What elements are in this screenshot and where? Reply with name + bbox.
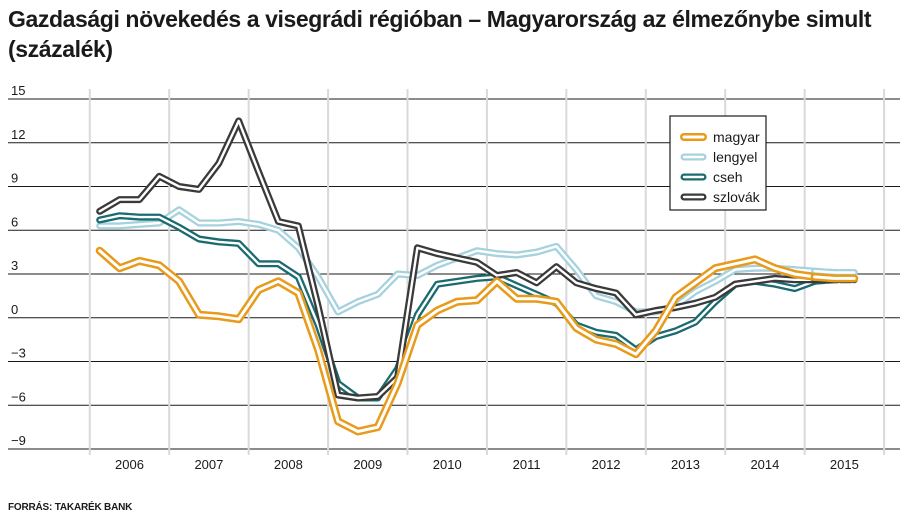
- series-line-inner-magyar: [813, 275, 856, 280]
- series-magyar: [95, 246, 859, 436]
- x-tick-label: 2008: [274, 457, 303, 472]
- x-tick-label: 2012: [592, 457, 621, 472]
- y-tick-label: −6: [11, 389, 26, 404]
- series-cseh: [96, 212, 858, 402]
- y-tick-label: 15: [11, 83, 25, 98]
- legend-label: cseh: [713, 169, 743, 185]
- y-tick-label: −3: [11, 346, 26, 361]
- y-tick-label: 0: [11, 302, 18, 317]
- x-tick-label: 2009: [353, 457, 382, 472]
- y-tick-label: 3: [11, 258, 18, 273]
- series-line-inner-szlovák: [98, 119, 816, 400]
- x-tick-label: 2006: [115, 457, 144, 472]
- legend: magyar lengyel cseh szlovák: [669, 115, 767, 211]
- y-tick-label: 6: [11, 214, 18, 229]
- series-layer: [95, 117, 859, 436]
- y-tick-label: 12: [11, 127, 25, 142]
- x-tick-label: 2010: [433, 457, 462, 472]
- series-line-cseh: [96, 212, 819, 402]
- series-line-inner-magyar: [98, 249, 817, 433]
- legend-label: lengyel: [713, 149, 757, 165]
- legend-label: magyar: [713, 129, 760, 145]
- x-tick-label: 2011: [513, 457, 541, 472]
- x-tick-label: 2007: [194, 457, 223, 472]
- series-line-inner-cseh: [98, 214, 816, 400]
- x-tick-label: 2015: [830, 457, 859, 472]
- y-tick-label: 9: [11, 171, 18, 186]
- x-axis-labels: 2006 2007 2008 2009 2010 2011 2012 2013 2014 2015: [115, 457, 859, 472]
- series-line-inner-lengyel: [813, 269, 856, 274]
- legend-label: szlovák: [713, 189, 761, 205]
- y-tick-label: −9: [11, 433, 26, 448]
- chart-title: Gazdasági növekedés a visegrádi régióban…: [8, 6, 872, 62]
- x-tick-label: 2014: [750, 457, 779, 472]
- source-note: FORRÁS: TAKARÉK BANK: [8, 502, 133, 513]
- x-tick-label: 2013: [671, 457, 700, 472]
